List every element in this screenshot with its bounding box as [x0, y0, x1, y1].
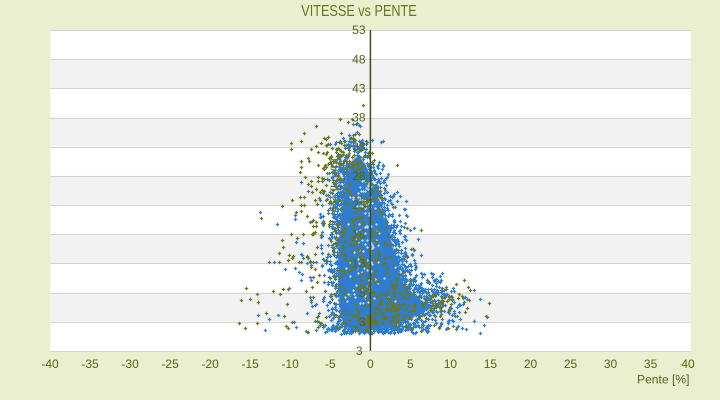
svg-text:-25: -25 — [161, 357, 179, 371]
svg-text:-20: -20 — [202, 357, 220, 371]
svg-text:8: 8 — [359, 286, 366, 300]
svg-text:53: 53 — [352, 23, 366, 37]
svg-text:-10: -10 — [282, 357, 300, 371]
svg-text:33: 33 — [352, 140, 366, 154]
svg-text:VITESSE vs PENTE: VITESSE vs PENTE — [301, 3, 417, 20]
svg-text:48: 48 — [352, 52, 366, 66]
svg-text:-35: -35 — [81, 357, 99, 371]
svg-text:20: 20 — [524, 357, 538, 371]
svg-text:38: 38 — [352, 111, 366, 125]
svg-text:-40: -40 — [41, 357, 59, 371]
svg-text:35: 35 — [644, 357, 658, 371]
svg-text:23: 23 — [352, 198, 366, 212]
svg-text:-15: -15 — [242, 357, 260, 371]
svg-text:3: 3 — [356, 344, 363, 358]
svg-text:15: 15 — [484, 357, 498, 371]
svg-text:5: 5 — [407, 357, 414, 371]
svg-text:28: 28 — [352, 169, 366, 183]
svg-text:25: 25 — [564, 357, 578, 371]
svg-text:18: 18 — [352, 227, 366, 241]
svg-text:0: 0 — [367, 357, 374, 371]
svg-text:43: 43 — [352, 82, 366, 96]
svg-text:Pente [%]: Pente [%] — [637, 375, 690, 387]
svg-text:13: 13 — [352, 257, 366, 271]
svg-text:-30: -30 — [121, 357, 139, 371]
svg-text:3: 3 — [359, 315, 366, 329]
svg-text:40: 40 — [681, 357, 695, 371]
svg-text:-5: -5 — [325, 357, 336, 371]
svg-text:10: 10 — [444, 357, 458, 371]
svg-text:30: 30 — [604, 357, 618, 371]
